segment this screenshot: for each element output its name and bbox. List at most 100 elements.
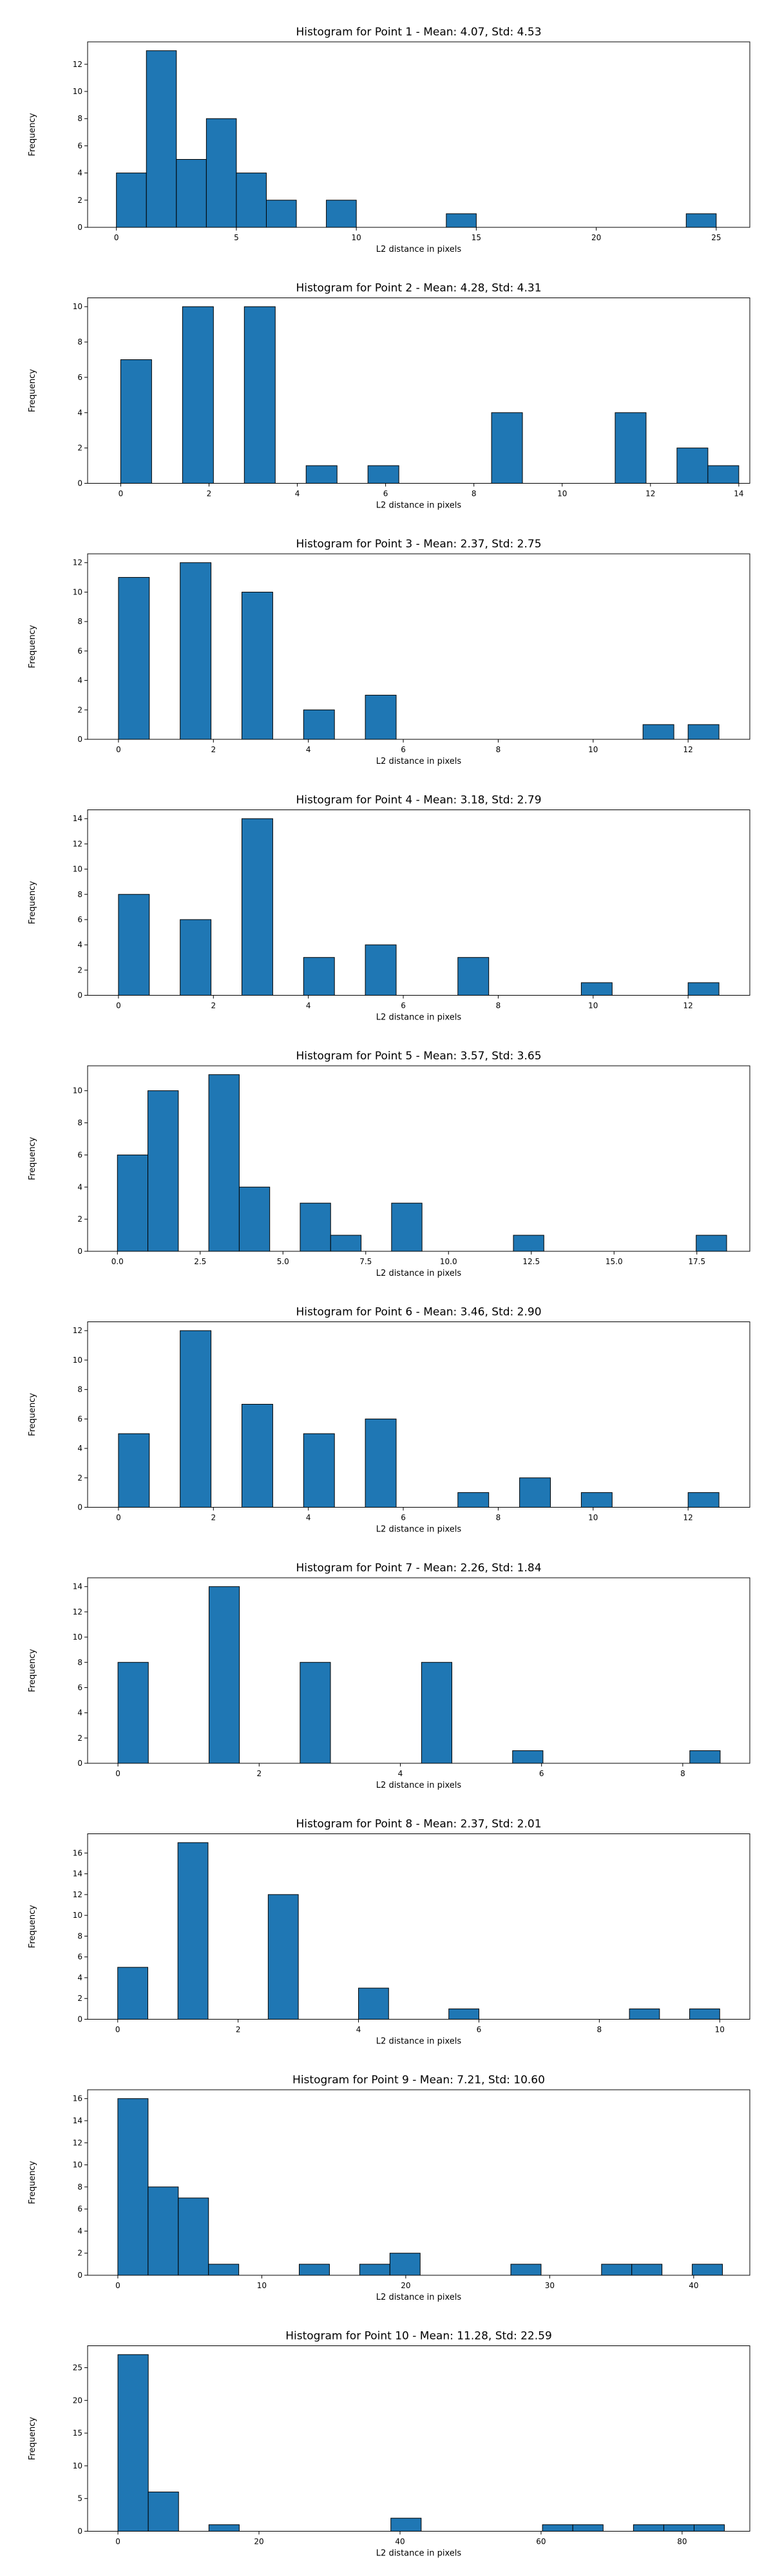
- y-tick-label: 8: [77, 617, 82, 626]
- axes-frame: [87, 553, 750, 740]
- histogram-bar: [359, 2264, 390, 2276]
- x-tick-label: 4: [295, 489, 300, 498]
- x-tick-label: 0: [115, 1769, 120, 1778]
- axes-frame: [87, 1833, 750, 2020]
- y-tick-label: 2: [77, 444, 82, 453]
- histogram-bar: [300, 1202, 331, 1252]
- x-tick-label: 2: [236, 2025, 241, 2034]
- histogram-bar: [238, 1186, 271, 1252]
- y-tick-label: 10: [73, 1911, 82, 1920]
- y-tick-label: 2: [77, 1734, 82, 1743]
- x-tick-label: 0: [114, 233, 119, 242]
- x-tick-label: 12.5: [522, 1257, 540, 1266]
- y-tick-label: 0: [77, 991, 82, 1000]
- y-tick-label: 10: [73, 1633, 82, 1642]
- chart-title: Histogram for Point 3 - Mean: 2.37, Std:…: [296, 538, 541, 551]
- histogram-bar: [267, 1894, 299, 2020]
- y-tick-label: 12: [73, 1607, 82, 1616]
- y-tick-label: 10: [73, 2461, 82, 2470]
- y-tick-label: 10: [73, 1086, 82, 1095]
- histogram-bar: [208, 2524, 240, 2532]
- x-tick-label: 10: [257, 2281, 267, 2290]
- x-axis-label: L2 distance in pixels: [376, 1269, 462, 1278]
- histogram-bar: [180, 919, 212, 996]
- axes-frame: [87, 1321, 750, 1508]
- x-tick-label: 12: [683, 745, 693, 754]
- histogram-bar: [116, 173, 147, 228]
- histogram-bar: [601, 2264, 633, 2276]
- x-tick-label: 0: [119, 489, 124, 498]
- x-tick-label: 10: [557, 489, 567, 498]
- y-tick-label: 8: [77, 337, 82, 346]
- histogram-bar: [448, 2008, 479, 2020]
- histogram-bar: [694, 2524, 725, 2532]
- y-axis-label: Frequency: [28, 2161, 37, 2204]
- x-tick-label: 8: [680, 1769, 685, 1778]
- y-tick-label: 10: [73, 865, 82, 874]
- y-tick-label: 4: [77, 676, 82, 685]
- x-axis-label: L2 distance in pixels: [376, 2037, 462, 2047]
- histogram-bar: [118, 577, 150, 740]
- histogram-bar: [118, 894, 150, 996]
- y-tick-label: 4: [77, 169, 82, 178]
- chart-title: Histogram for Point 2 - Mean: 4.28, Std:…: [296, 282, 541, 295]
- histogram-bar: [542, 2524, 573, 2532]
- y-tick-label: 0: [77, 2271, 82, 2280]
- x-tick-label: 6: [477, 2025, 482, 2034]
- histogram-bar: [446, 213, 477, 228]
- histogram-bar: [303, 709, 335, 740]
- y-axis-label: Frequency: [28, 1905, 37, 1948]
- histogram-bar: [685, 213, 717, 228]
- x-tick-label: 5: [234, 233, 239, 242]
- histogram-bar: [687, 724, 720, 740]
- y-tick-label: 2: [77, 196, 82, 205]
- axes-frame: [87, 2345, 750, 2532]
- histogram-bar: [365, 1418, 397, 1508]
- axes-frame: [87, 41, 750, 228]
- y-axis-label: Frequency: [28, 625, 37, 668]
- histogram-bar: [687, 982, 720, 996]
- chart-title: Histogram for Point 8 - Mean: 2.37, Std:…: [296, 1818, 541, 1831]
- histogram-bar: [629, 2008, 660, 2020]
- histogram-bar: [330, 1235, 362, 1252]
- histogram-bar: [120, 359, 152, 484]
- histogram-panel-7: Histogram for Point 7 - Mean: 2.26, Std:…: [28, 1562, 750, 1790]
- x-tick-label: 0: [115, 2537, 120, 2546]
- y-axis-label: Frequency: [28, 1393, 37, 1436]
- y-tick-label: 4: [77, 1182, 82, 1191]
- x-axis-label: L2 distance in pixels: [376, 501, 462, 511]
- histogram-bar: [663, 2524, 695, 2532]
- x-tick-label: 6: [401, 1513, 406, 1522]
- x-tick-label: 2: [256, 1769, 262, 1778]
- x-tick-label: 8: [496, 1001, 501, 1010]
- y-tick-label: 8: [77, 2183, 82, 2192]
- histogram-bar: [236, 173, 267, 228]
- x-tick-label: 15: [472, 233, 481, 242]
- histogram-panel-3: Histogram for Point 3 - Mean: 2.37, Std:…: [28, 538, 750, 766]
- x-tick-label: 14: [734, 489, 743, 498]
- y-tick-label: 14: [73, 1870, 82, 1879]
- x-tick-label: 2: [211, 745, 216, 754]
- x-axis-label: L2 distance in pixels: [376, 1013, 462, 1023]
- histogram-bar: [241, 818, 273, 996]
- histogram-bar: [180, 1330, 212, 1508]
- y-axis-label: Frequency: [28, 2417, 37, 2460]
- histogram-bar: [390, 2517, 422, 2532]
- histogram-bar: [182, 306, 214, 484]
- y-tick-label: 0: [77, 1503, 82, 1512]
- histogram-bar: [687, 1492, 720, 1508]
- histogram-bar: [265, 200, 297, 228]
- y-tick-label: 0: [77, 735, 82, 744]
- histogram-bar: [358, 1987, 389, 2020]
- histogram-bar: [208, 2264, 240, 2276]
- histogram-panel-6: Histogram for Point 6 - Mean: 3.46, Std:…: [28, 1306, 750, 1535]
- y-tick-label: 4: [77, 1444, 82, 1453]
- chart-title: Histogram for Point 5 - Mean: 3.57, Std:…: [296, 1050, 541, 1063]
- x-tick-label: 8: [472, 489, 477, 498]
- histogram-panel-4: Histogram for Point 4 - Mean: 3.18, Std:…: [28, 794, 750, 1023]
- x-tick-label: 4: [306, 1001, 311, 1010]
- y-tick-label: 14: [73, 1582, 82, 1591]
- histogram-bar: [457, 1492, 490, 1508]
- chart-title: Histogram for Point 1 - Mean: 4.07, Std:…: [296, 26, 541, 39]
- histogram-bar: [707, 465, 740, 484]
